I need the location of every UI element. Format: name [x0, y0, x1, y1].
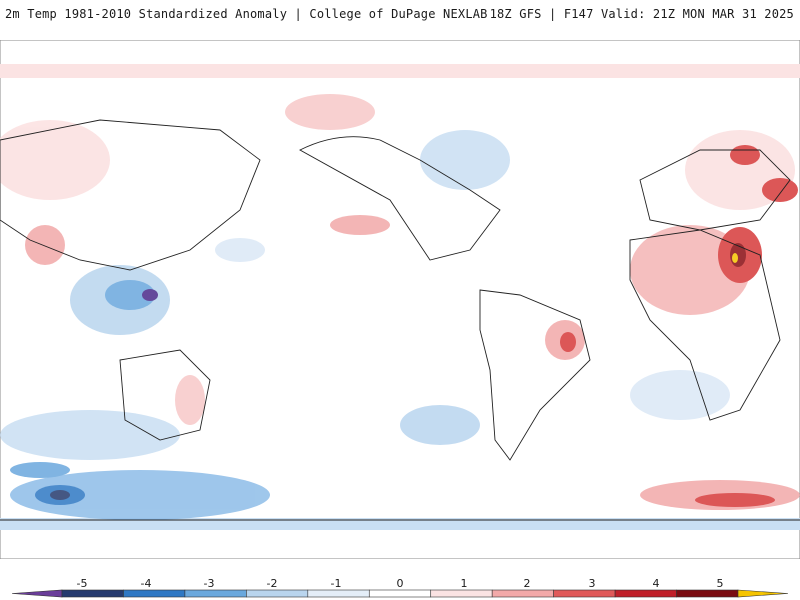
- colorbar-label: 2: [523, 577, 531, 590]
- colorbar-label: -1: [330, 577, 342, 590]
- colorbar-segment: [246, 589, 309, 598]
- cold-anomaly: [420, 130, 510, 190]
- cold-anomaly: [10, 462, 70, 478]
- map-title: 2m Temp 1981-2010 Standardized Anomaly |…: [5, 7, 488, 21]
- cold-anomaly: [105, 280, 155, 310]
- colorbar-label: 4: [652, 577, 660, 590]
- warm-anomaly: [730, 145, 760, 165]
- cold-anomaly: [0, 410, 180, 460]
- warm-anomaly: [730, 243, 746, 267]
- colorbar: [11, 589, 789, 598]
- colorbar-segment: [614, 589, 677, 598]
- cold-anomaly: [215, 238, 265, 262]
- arctic-warm-band: [0, 64, 800, 78]
- colorbar-label: 1: [460, 577, 468, 590]
- cold-anomaly: [10, 470, 270, 520]
- colorbar-segment: [61, 589, 124, 598]
- warm-anomaly: [175, 375, 205, 425]
- warm-anomaly: [560, 332, 576, 352]
- asia-outline: [0, 119, 261, 271]
- valid-time: 18Z GFS | F147 Valid: 21Z MON MAR 31 202…: [489, 7, 794, 21]
- australia-outline: [119, 349, 211, 441]
- coastlines: [0, 119, 800, 521]
- colorbar-label: -2: [266, 577, 278, 590]
- cold-anomaly: [400, 405, 480, 445]
- warm-anomaly: [0, 120, 110, 200]
- colorbar-segment: [123, 589, 186, 598]
- colorbar-segment: [184, 589, 247, 598]
- warm-anomaly: [695, 493, 775, 507]
- colorbar-label: 0: [396, 577, 404, 590]
- warm-anomaly: [762, 178, 798, 202]
- colorbar-segment: [737, 589, 789, 598]
- cold-anomaly: [50, 490, 70, 500]
- colorbar-segment: [307, 589, 370, 598]
- africa-outline: [629, 229, 781, 421]
- colorbar-segment: [368, 589, 432, 598]
- warm-anomaly: [285, 94, 375, 130]
- warm-anomaly: [330, 215, 390, 235]
- warm-anomaly: [25, 225, 65, 265]
- colorbar-label: -5: [76, 577, 88, 590]
- colorbar-label: -3: [203, 577, 215, 590]
- colorbar-segment: [553, 589, 616, 598]
- colorbar-label: 3: [588, 577, 596, 590]
- europe-outline: [639, 149, 791, 231]
- north-america-outline: [299, 136, 501, 261]
- colorbar-segments: [11, 589, 789, 598]
- colorbar-segment: [11, 589, 63, 598]
- colorbar-label: -4: [140, 577, 152, 590]
- colorbar-segment: [491, 589, 554, 598]
- colorbar-segment: [676, 589, 739, 598]
- cold-anomaly: [142, 289, 158, 301]
- south-america-outline: [479, 289, 591, 461]
- antarctic-cold-band: [0, 518, 800, 530]
- anomaly-map: [0, 40, 800, 559]
- cold-anomaly: [630, 370, 730, 420]
- colorbar-segment: [430, 589, 493, 598]
- extreme-anomaly: [732, 253, 738, 263]
- colorbar-label: 5: [716, 577, 724, 590]
